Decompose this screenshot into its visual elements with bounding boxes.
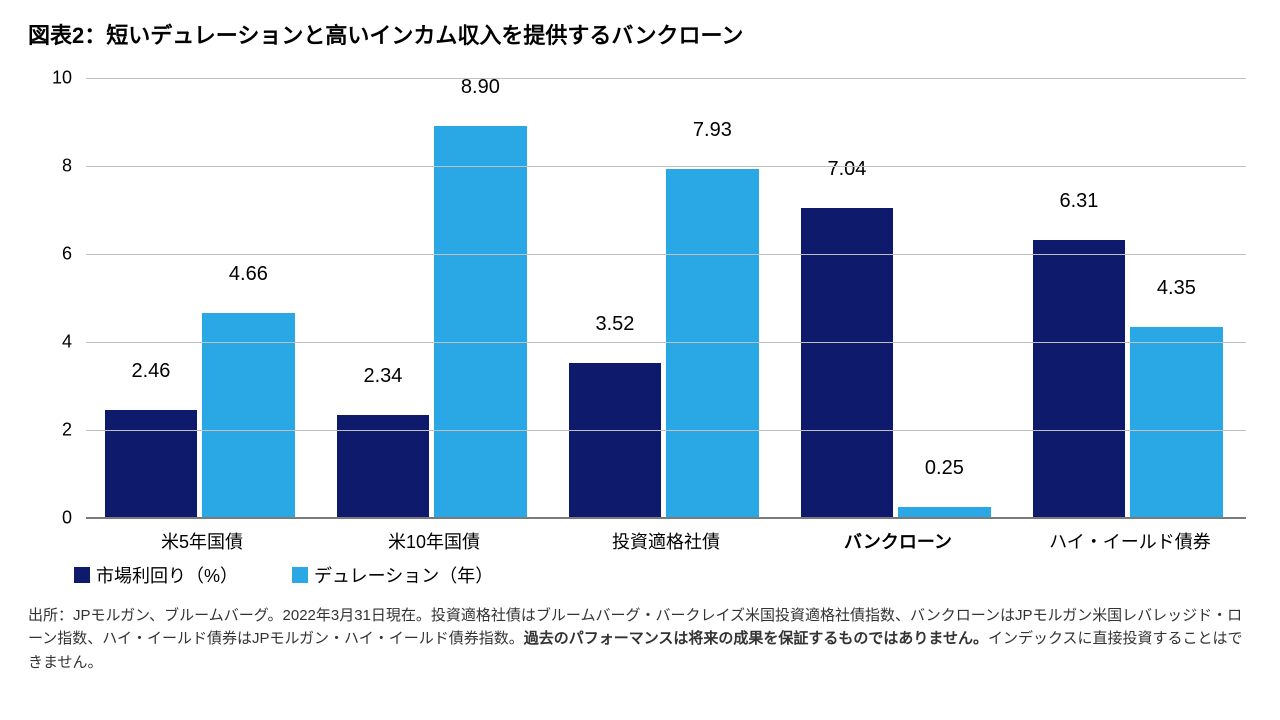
gridline: [86, 166, 1246, 167]
ytick-label: 8: [28, 156, 72, 177]
legend-label: デュレーション（年）: [314, 562, 493, 588]
bar: [1033, 240, 1126, 518]
bar-value-label: 0.25: [898, 457, 991, 480]
bar-value-label: 2.34: [337, 365, 430, 388]
source-bold: 過去のパフォーマンスは将来の成果を保証するものではありません。: [524, 630, 988, 647]
bar-value-label: 7.04: [801, 158, 894, 181]
ytick-label: 6: [28, 244, 72, 265]
plot-area: 2.46 4.66 2.34 8.90 3.52 7.93 7.04 0.25 6.31 4.35: [86, 78, 1246, 518]
category-label: 米5年国債: [86, 528, 318, 554]
bar-value-label: 8.90: [434, 76, 527, 99]
xlabel-layer: 米5年国債米10年国債投資適格社債バンクローンハイ・イールド債券: [86, 528, 1246, 556]
chart-wrap: 2.46 4.66 2.34 8.90 3.52 7.93 7.04 0.25 6.31 4.35…: [28, 78, 1252, 518]
gridline: [86, 342, 1246, 343]
legend-item: デュレーション（年）: [292, 562, 493, 588]
bars-layer: 2.46 4.66 2.34 8.90 3.52 7.93 7.04 0.25 6.31 4.35: [86, 78, 1246, 518]
gridline: [86, 254, 1246, 255]
bar-value-label: 6.31: [1033, 190, 1126, 213]
legend-swatch: [292, 567, 308, 583]
bar-group: 7.04 0.25: [782, 78, 1014, 518]
bar: [434, 126, 527, 518]
category-label: 投資適格社債: [550, 528, 782, 554]
bar-value-label: 3.52: [569, 313, 662, 336]
bar-value-label: 4.35: [1130, 277, 1223, 300]
category-label: 米10年国債: [318, 528, 550, 554]
legend: 市場利回り（%） デュレーション（年）: [74, 562, 493, 588]
bar-group: 3.52 7.93: [550, 78, 782, 518]
bar: [1130, 327, 1223, 518]
bar: [666, 169, 759, 518]
gridline: [86, 430, 1246, 431]
chart-area: 2.46 4.66 2.34 8.90 3.52 7.93 7.04 0.25 6.31 4.35…: [28, 78, 1246, 518]
figure-title: 図表2：短いデュレーションと高いインカム収入を提供するバンクローン: [28, 18, 1252, 50]
bar-value-label: 7.93: [666, 119, 759, 142]
bar-value-label: 2.46: [105, 360, 198, 383]
figure-container: 図表2：短いデュレーションと高いインカム収入を提供するバンクローン 2.46 4.…: [0, 0, 1280, 720]
category-label: バンクローン: [782, 528, 1014, 554]
category-label: ハイ・イールド債券: [1014, 528, 1246, 554]
bar: [105, 410, 198, 518]
ytick-label: 4: [28, 332, 72, 353]
legend-label: 市場利回り（%）: [96, 562, 238, 588]
baseline: [86, 517, 1246, 519]
bar-value-label: 4.66: [202, 263, 295, 286]
bar: [202, 313, 295, 518]
bar: [569, 363, 662, 518]
legend-swatch: [74, 567, 90, 583]
bar-group: 2.34 8.90: [318, 78, 550, 518]
gridline: [86, 78, 1246, 79]
ytick-label: 10: [28, 68, 72, 89]
ytick-label: 0: [28, 508, 72, 529]
legend-item: 市場利回り（%）: [74, 562, 238, 588]
source-note: 出所：JPモルガン、ブルームバーグ。2022年3月31日現在。投資適格社債はブル…: [28, 604, 1252, 674]
ytick-label: 2: [28, 420, 72, 441]
bar-group: 2.46 4.66: [86, 78, 318, 518]
bar-group: 6.31 4.35: [1014, 78, 1246, 518]
